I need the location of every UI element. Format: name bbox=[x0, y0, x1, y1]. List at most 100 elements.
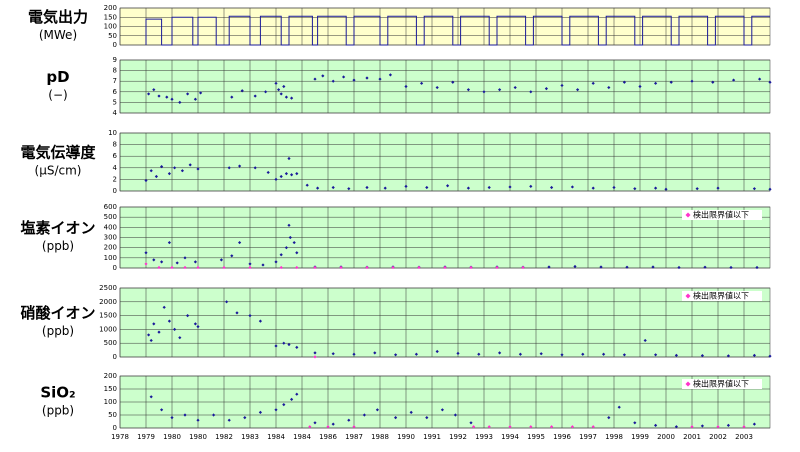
data-point bbox=[394, 353, 398, 357]
data-point bbox=[165, 95, 169, 99]
data-point bbox=[261, 263, 265, 267]
x-tick-label: 2002 bbox=[709, 433, 727, 441]
data-point bbox=[321, 74, 325, 78]
x-tick-label: 1978 bbox=[111, 433, 129, 441]
data-point bbox=[170, 265, 174, 270]
data-point bbox=[539, 352, 543, 356]
data-point bbox=[160, 165, 164, 169]
data-point bbox=[152, 88, 156, 92]
legend-label: 検出限界値以下 bbox=[693, 379, 749, 389]
data-point bbox=[365, 265, 369, 270]
data-point bbox=[654, 186, 658, 190]
data-point bbox=[409, 410, 413, 414]
data-point bbox=[508, 425, 512, 429]
legend-box bbox=[682, 379, 762, 389]
y-axis-unit: (ppb) bbox=[42, 404, 74, 418]
y-tick-label: 150 bbox=[104, 385, 117, 393]
data-point bbox=[248, 265, 252, 270]
data-point bbox=[435, 85, 439, 90]
data-point bbox=[633, 421, 637, 425]
data-point bbox=[700, 424, 704, 428]
data-point bbox=[188, 163, 192, 167]
data-point bbox=[162, 305, 166, 309]
data-point bbox=[529, 184, 533, 188]
legend-box bbox=[682, 291, 762, 301]
data-point bbox=[758, 77, 762, 81]
data-point bbox=[560, 353, 564, 357]
y-tick-label: 1000 bbox=[99, 325, 117, 333]
y-tick-label: 50 bbox=[108, 411, 117, 419]
x-tick-label: 1992 bbox=[449, 433, 467, 441]
data-point bbox=[331, 185, 335, 190]
x-tick-label: 1994 bbox=[501, 433, 519, 441]
data-point bbox=[435, 349, 439, 354]
data-point bbox=[469, 265, 473, 270]
data-point bbox=[726, 423, 730, 427]
data-point bbox=[160, 260, 164, 264]
data-point bbox=[607, 85, 611, 90]
data-point bbox=[258, 410, 262, 414]
data-point bbox=[274, 344, 278, 348]
data-point bbox=[331, 422, 335, 426]
y-tick-label: 6 bbox=[113, 152, 118, 160]
y-tick-label: 8 bbox=[113, 67, 117, 75]
legend-marker bbox=[685, 212, 691, 218]
data-point bbox=[669, 80, 673, 84]
y-axis-title: SiO₂ bbox=[40, 384, 75, 402]
data-point bbox=[193, 322, 197, 326]
data-point bbox=[362, 413, 366, 417]
data-point bbox=[243, 416, 247, 420]
data-point bbox=[477, 352, 481, 356]
x-tick-label: 1993 bbox=[475, 433, 493, 441]
data-point bbox=[196, 418, 200, 422]
data-point bbox=[248, 262, 252, 266]
data-point bbox=[576, 88, 580, 92]
data-point bbox=[144, 178, 148, 183]
data-point bbox=[295, 345, 299, 349]
x-tick-label: 1984 bbox=[293, 433, 311, 441]
data-point bbox=[149, 169, 153, 173]
x-tick-label: 1998 bbox=[605, 433, 623, 441]
data-point bbox=[295, 392, 299, 396]
data-point bbox=[742, 425, 746, 429]
x-tick-label: 1980 bbox=[189, 433, 207, 441]
data-point bbox=[373, 351, 377, 355]
y-tick-label: 400 bbox=[104, 223, 117, 231]
data-point bbox=[654, 81, 658, 85]
data-point bbox=[305, 183, 309, 187]
y-tick-label: 8 bbox=[113, 141, 117, 149]
data-point bbox=[147, 92, 151, 96]
data-point bbox=[287, 223, 291, 227]
data-point bbox=[425, 185, 429, 190]
data-point bbox=[186, 92, 190, 96]
y-axis-unit: (ppb) bbox=[42, 324, 74, 338]
data-point bbox=[550, 425, 554, 429]
x-tick-label: 1995 bbox=[527, 433, 545, 441]
legend-box bbox=[682, 210, 762, 220]
y-axis-title: 電気出力 bbox=[28, 8, 88, 26]
data-point bbox=[482, 90, 486, 94]
data-point bbox=[495, 265, 499, 270]
data-point bbox=[331, 352, 335, 356]
data-point bbox=[295, 265, 299, 270]
data-point bbox=[440, 408, 444, 412]
data-point bbox=[279, 265, 283, 270]
data-point bbox=[347, 187, 351, 191]
data-point bbox=[487, 185, 491, 190]
data-point bbox=[617, 405, 621, 409]
data-point bbox=[446, 184, 450, 188]
data-point bbox=[287, 342, 291, 347]
data-point bbox=[716, 186, 720, 190]
x-tick-label: 1983 bbox=[241, 433, 259, 441]
data-point bbox=[388, 73, 392, 77]
data-point bbox=[157, 265, 161, 270]
power-line bbox=[145, 15, 770, 46]
y-tick-label: 200 bbox=[104, 244, 117, 252]
data-point bbox=[768, 80, 772, 84]
data-point bbox=[365, 185, 369, 190]
data-point bbox=[599, 265, 603, 269]
data-point bbox=[498, 351, 502, 355]
y-tick-label: 200 bbox=[104, 372, 117, 380]
y-tick-label: 5 bbox=[113, 98, 117, 106]
data-point bbox=[183, 265, 187, 270]
